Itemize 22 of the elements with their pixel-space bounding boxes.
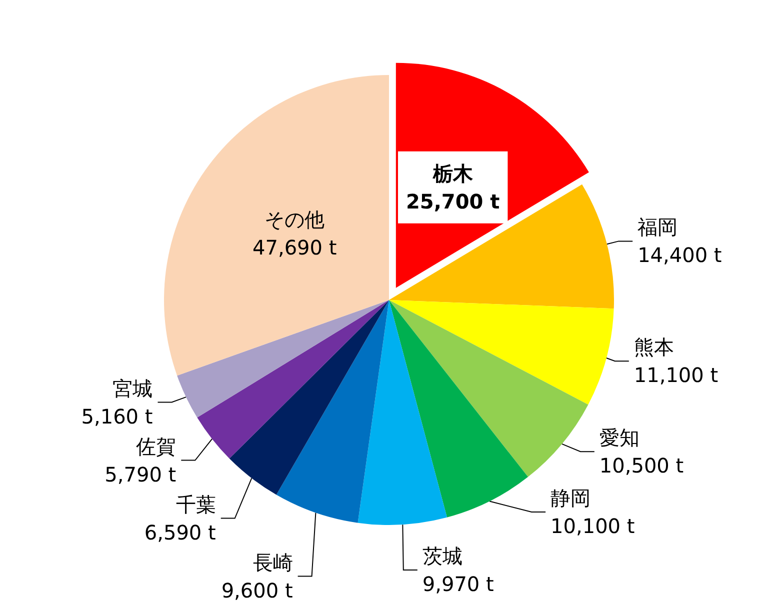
data-label: 10,500 t <box>599 454 684 478</box>
slice-label: 茨城 <box>422 544 462 568</box>
slice-label: 栃木 <box>432 161 474 186</box>
data-label: 5,160 t <box>81 404 153 428</box>
slice-label: 福岡 <box>638 215 678 240</box>
slice-label: その他 <box>264 207 325 232</box>
data-label: 9,970 t <box>422 572 494 596</box>
slice-label: 愛知 <box>599 426 640 450</box>
data-label: 14,400 t <box>638 243 722 268</box>
data-label: 25,700 t <box>406 189 500 214</box>
slice-label: 宮城 <box>112 376 153 400</box>
data-label: 5,790 t <box>104 462 176 486</box>
slice-label: 熊本 <box>634 335 674 360</box>
data-label: 10,100 t <box>550 514 635 538</box>
data-label: 6,590 t <box>144 520 216 544</box>
slice-label: 千葉 <box>176 492 216 516</box>
slice-label: 静岡 <box>550 486 591 510</box>
slice-label: 長崎 <box>252 550 293 574</box>
slice-label: 佐賀 <box>136 434 176 458</box>
data-label: 11,100 t <box>634 363 718 388</box>
data-label: 47,690 t <box>252 235 337 260</box>
data-label: 9,600 t <box>221 578 293 602</box>
